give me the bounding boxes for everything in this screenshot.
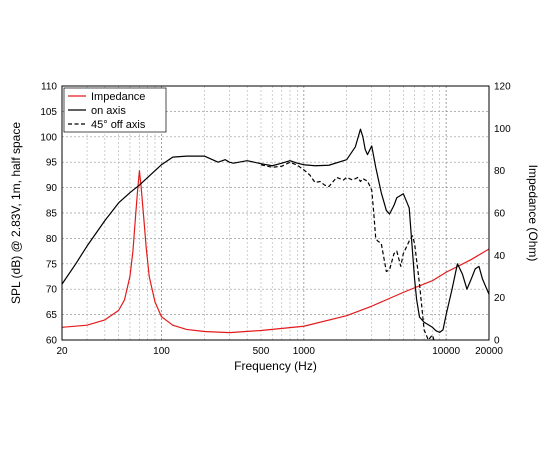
y2-tick-label: 0 [494, 336, 500, 347]
grid [62, 86, 489, 340]
x-tick-label: 100 [153, 346, 170, 357]
legend: Impedance on axis 45° off axis [63, 87, 167, 133]
y-tick-labels: 60 65 70 75 80 85 90 95 100 105 110 [40, 82, 57, 347]
y2-tick-labels: 0 20 40 60 80 100 120 [494, 82, 511, 347]
plot-frame [61, 85, 490, 341]
legend-label: 45° off axis [91, 119, 146, 131]
y-axis-title: SPL (dB) @ 2.83V, 1m, half space [9, 122, 23, 304]
x-tick-label: 500 [253, 346, 270, 357]
y-tick-label: 65 [46, 310, 58, 321]
y-tick-label: 90 [46, 183, 58, 194]
legend-box [63, 87, 167, 133]
y-tick-label: 105 [40, 107, 57, 118]
y-tick-label: 60 [46, 336, 58, 347]
x-tick-labels: 20 100 500 1000 10000 20000 [56, 346, 503, 357]
y-tick-label: 70 [46, 285, 58, 296]
x-tick-label: 10000 [432, 346, 460, 357]
y2-tick-label: 120 [494, 82, 511, 93]
y2-tick-label: 60 [494, 209, 506, 220]
x-tick-label: 20 [56, 346, 68, 357]
series-line-on-axis [62, 128, 489, 333]
legend-label: Impedance [91, 91, 145, 103]
y2-tick-label: 40 [494, 251, 506, 262]
y2-tick-label: 20 [494, 293, 506, 304]
y-tick-label: 75 [46, 259, 58, 270]
y-tick-label: 110 [41, 82, 57, 93]
series-line-45-off-axis [260, 161, 435, 340]
series-line-impedance [62, 170, 489, 334]
y2-tick-label: 100 [494, 124, 511, 135]
x-tick-label: 1000 [293, 346, 316, 357]
x-tick-label: 20000 [475, 346, 503, 357]
y2-axis-title: Impedance (Ohm) [526, 165, 540, 262]
legend-label: on axis [91, 105, 126, 117]
y-tick-label: 100 [40, 132, 57, 143]
y2-tick-label: 80 [494, 166, 506, 177]
y-tick-label: 95 [46, 158, 58, 169]
x-axis-title: Frequency (Hz) [234, 359, 317, 373]
plot-series [62, 128, 489, 340]
y-tick-label: 80 [46, 234, 58, 245]
y-tick-label: 85 [46, 209, 58, 220]
